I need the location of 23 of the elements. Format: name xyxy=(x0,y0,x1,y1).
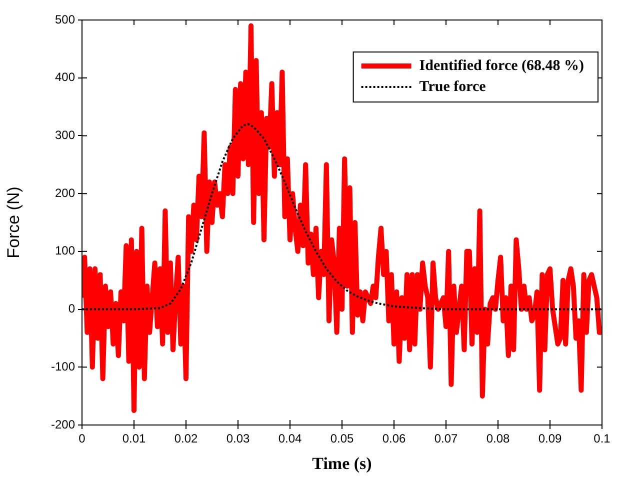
y-tick-label: -200 xyxy=(50,417,76,432)
x-tick-label: 0.02 xyxy=(174,432,198,446)
x-tick-label: 0.05 xyxy=(330,432,354,446)
y-tick-label: -100 xyxy=(50,359,76,374)
x-tick-label: 0.1 xyxy=(594,432,611,446)
y-tick-label: 300 xyxy=(54,128,76,142)
legend-label: True force xyxy=(419,78,486,95)
y-tick-label: 500 xyxy=(54,12,76,26)
x-tick-label: 0.08 xyxy=(486,432,510,446)
y-tick-label: 0 xyxy=(68,302,76,316)
x-tick-label: 0.09 xyxy=(538,432,562,446)
x-tick-label: 0 xyxy=(78,432,86,446)
y-tick-label: 400 xyxy=(54,70,76,84)
x-axis-title: Time (s) xyxy=(312,454,372,474)
legend-label: Identified force (68.48 %) xyxy=(419,58,584,74)
y-axis-title: Force (N) xyxy=(4,186,23,258)
x-tick-label: 0.03 xyxy=(226,432,250,446)
y-tick-label: 200 xyxy=(54,186,76,200)
x-tick-label: 0.07 xyxy=(434,432,458,446)
x-tick-label: 0.01 xyxy=(122,432,146,446)
x-tick-label: 0.06 xyxy=(382,432,406,446)
x-tick-label: 0.04 xyxy=(278,432,302,446)
y-tick-label: 100 xyxy=(54,244,76,258)
